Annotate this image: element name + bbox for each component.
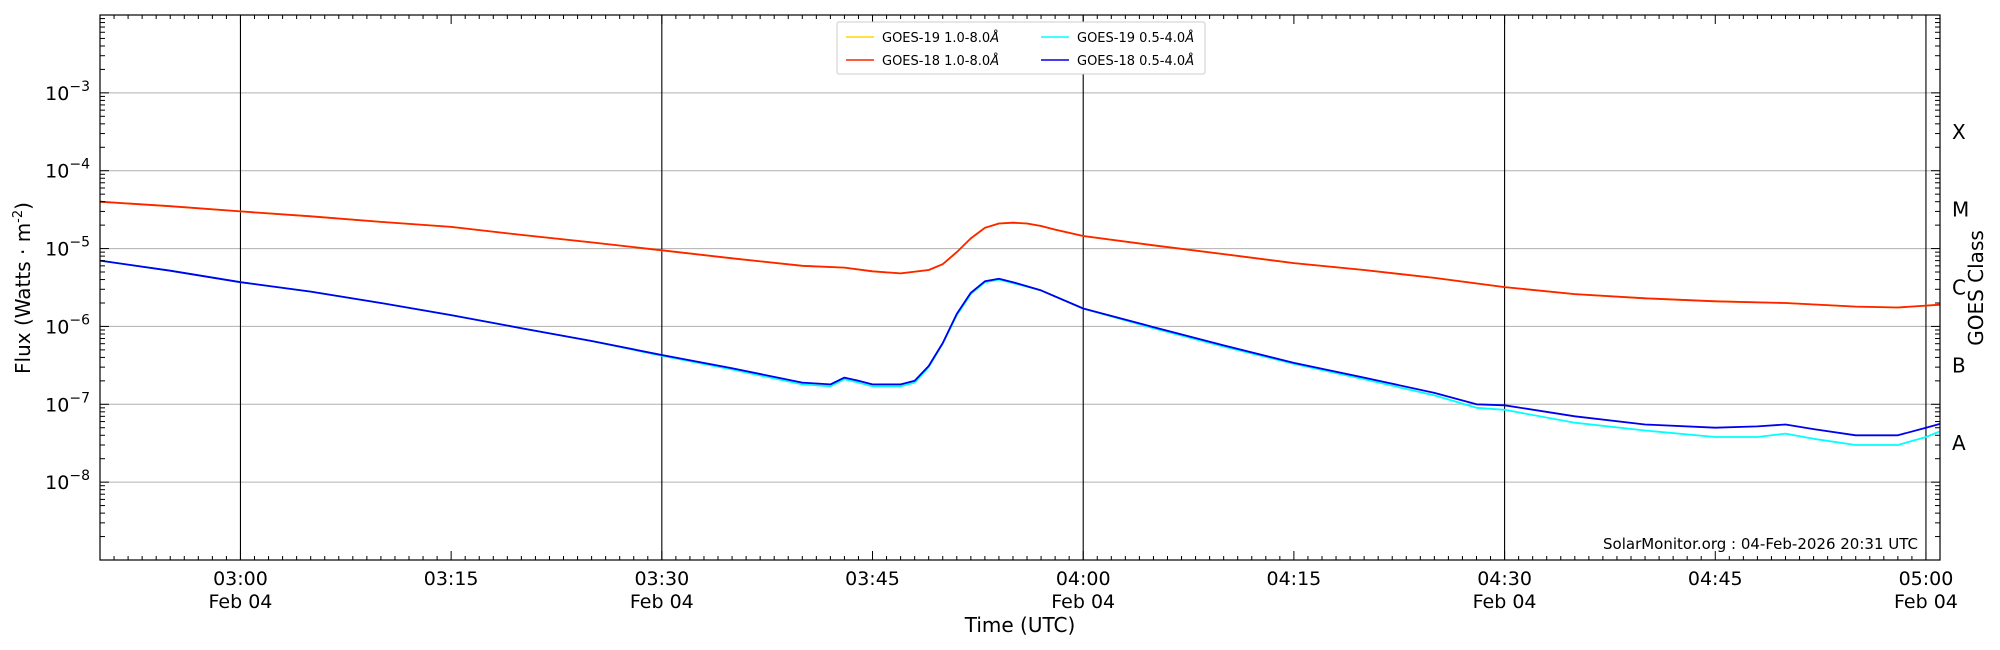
x-tick-label: 05:00 — [1899, 568, 1954, 590]
legend-box — [836, 21, 1206, 75]
x-tick-label: 03:45 — [845, 568, 900, 590]
series-line — [99, 200, 1941, 309]
x-tick-label: 04:45 — [1688, 568, 1743, 590]
x-tick-date-label: Feb 04 — [630, 591, 694, 613]
x-tick-date-label: Feb 04 — [1051, 591, 1115, 613]
y-tick-label: 10−7 — [45, 390, 90, 416]
goes-class-label: X — [1952, 120, 1966, 144]
legend-label: GOES-18 0.5-4.0Å — [1077, 53, 1194, 69]
y-tick-label: 10−8 — [45, 468, 90, 494]
plot-frame — [99, 14, 1941, 561]
legend-label: GOES-19 1.0-8.0Å — [882, 30, 999, 46]
x-tick-label: 03:30 — [634, 568, 689, 590]
goes-class-label: C — [1952, 276, 1966, 300]
goes-class-axis-title: GOES Class — [1964, 230, 1988, 346]
axis-ticks — [99, 15, 1941, 561]
x-tick-label: 04:15 — [1267, 568, 1322, 590]
x-tick-label: 03:00 — [213, 568, 268, 590]
y-tick-label: 10−4 — [45, 157, 90, 183]
series-line — [99, 259, 1941, 437]
y-axis-title: Flux (Watts · m-2) — [11, 202, 35, 374]
y-tick-label: 10−6 — [45, 312, 90, 338]
legend-label: GOES-18 1.0-8.0Å — [882, 53, 999, 69]
x-tick-label: 03:15 — [424, 568, 479, 590]
x-tick-label: 04:00 — [1056, 568, 1111, 590]
x-tick-date-label: Feb 04 — [1473, 591, 1537, 613]
legend: GOES-19 1.0-8.0Å GOES-19 0.5-4.0Å GOES-18 … — [836, 21, 1206, 75]
x-tick-date-label: Feb 04 — [209, 591, 273, 613]
x-axis-title: Time (UTC) — [964, 613, 1076, 637]
data-series — [99, 200, 1941, 446]
goes-class-label: M — [1952, 198, 1969, 222]
x-tick-date-label: Feb 04 — [1894, 591, 1958, 613]
goes-class-label: B — [1952, 353, 1966, 377]
goes-class-label: A — [1952, 431, 1966, 455]
y-tick-label: 10−5 — [45, 235, 90, 261]
y-tick-label: 10−3 — [45, 79, 90, 105]
x-tick-label: 04:30 — [1477, 568, 1532, 590]
legend-label: GOES-19 0.5-4.0Å — [1077, 30, 1194, 46]
credit-text: SolarMonitor.org : 04-Feb-2026 20:31 UTC — [1603, 535, 1918, 553]
